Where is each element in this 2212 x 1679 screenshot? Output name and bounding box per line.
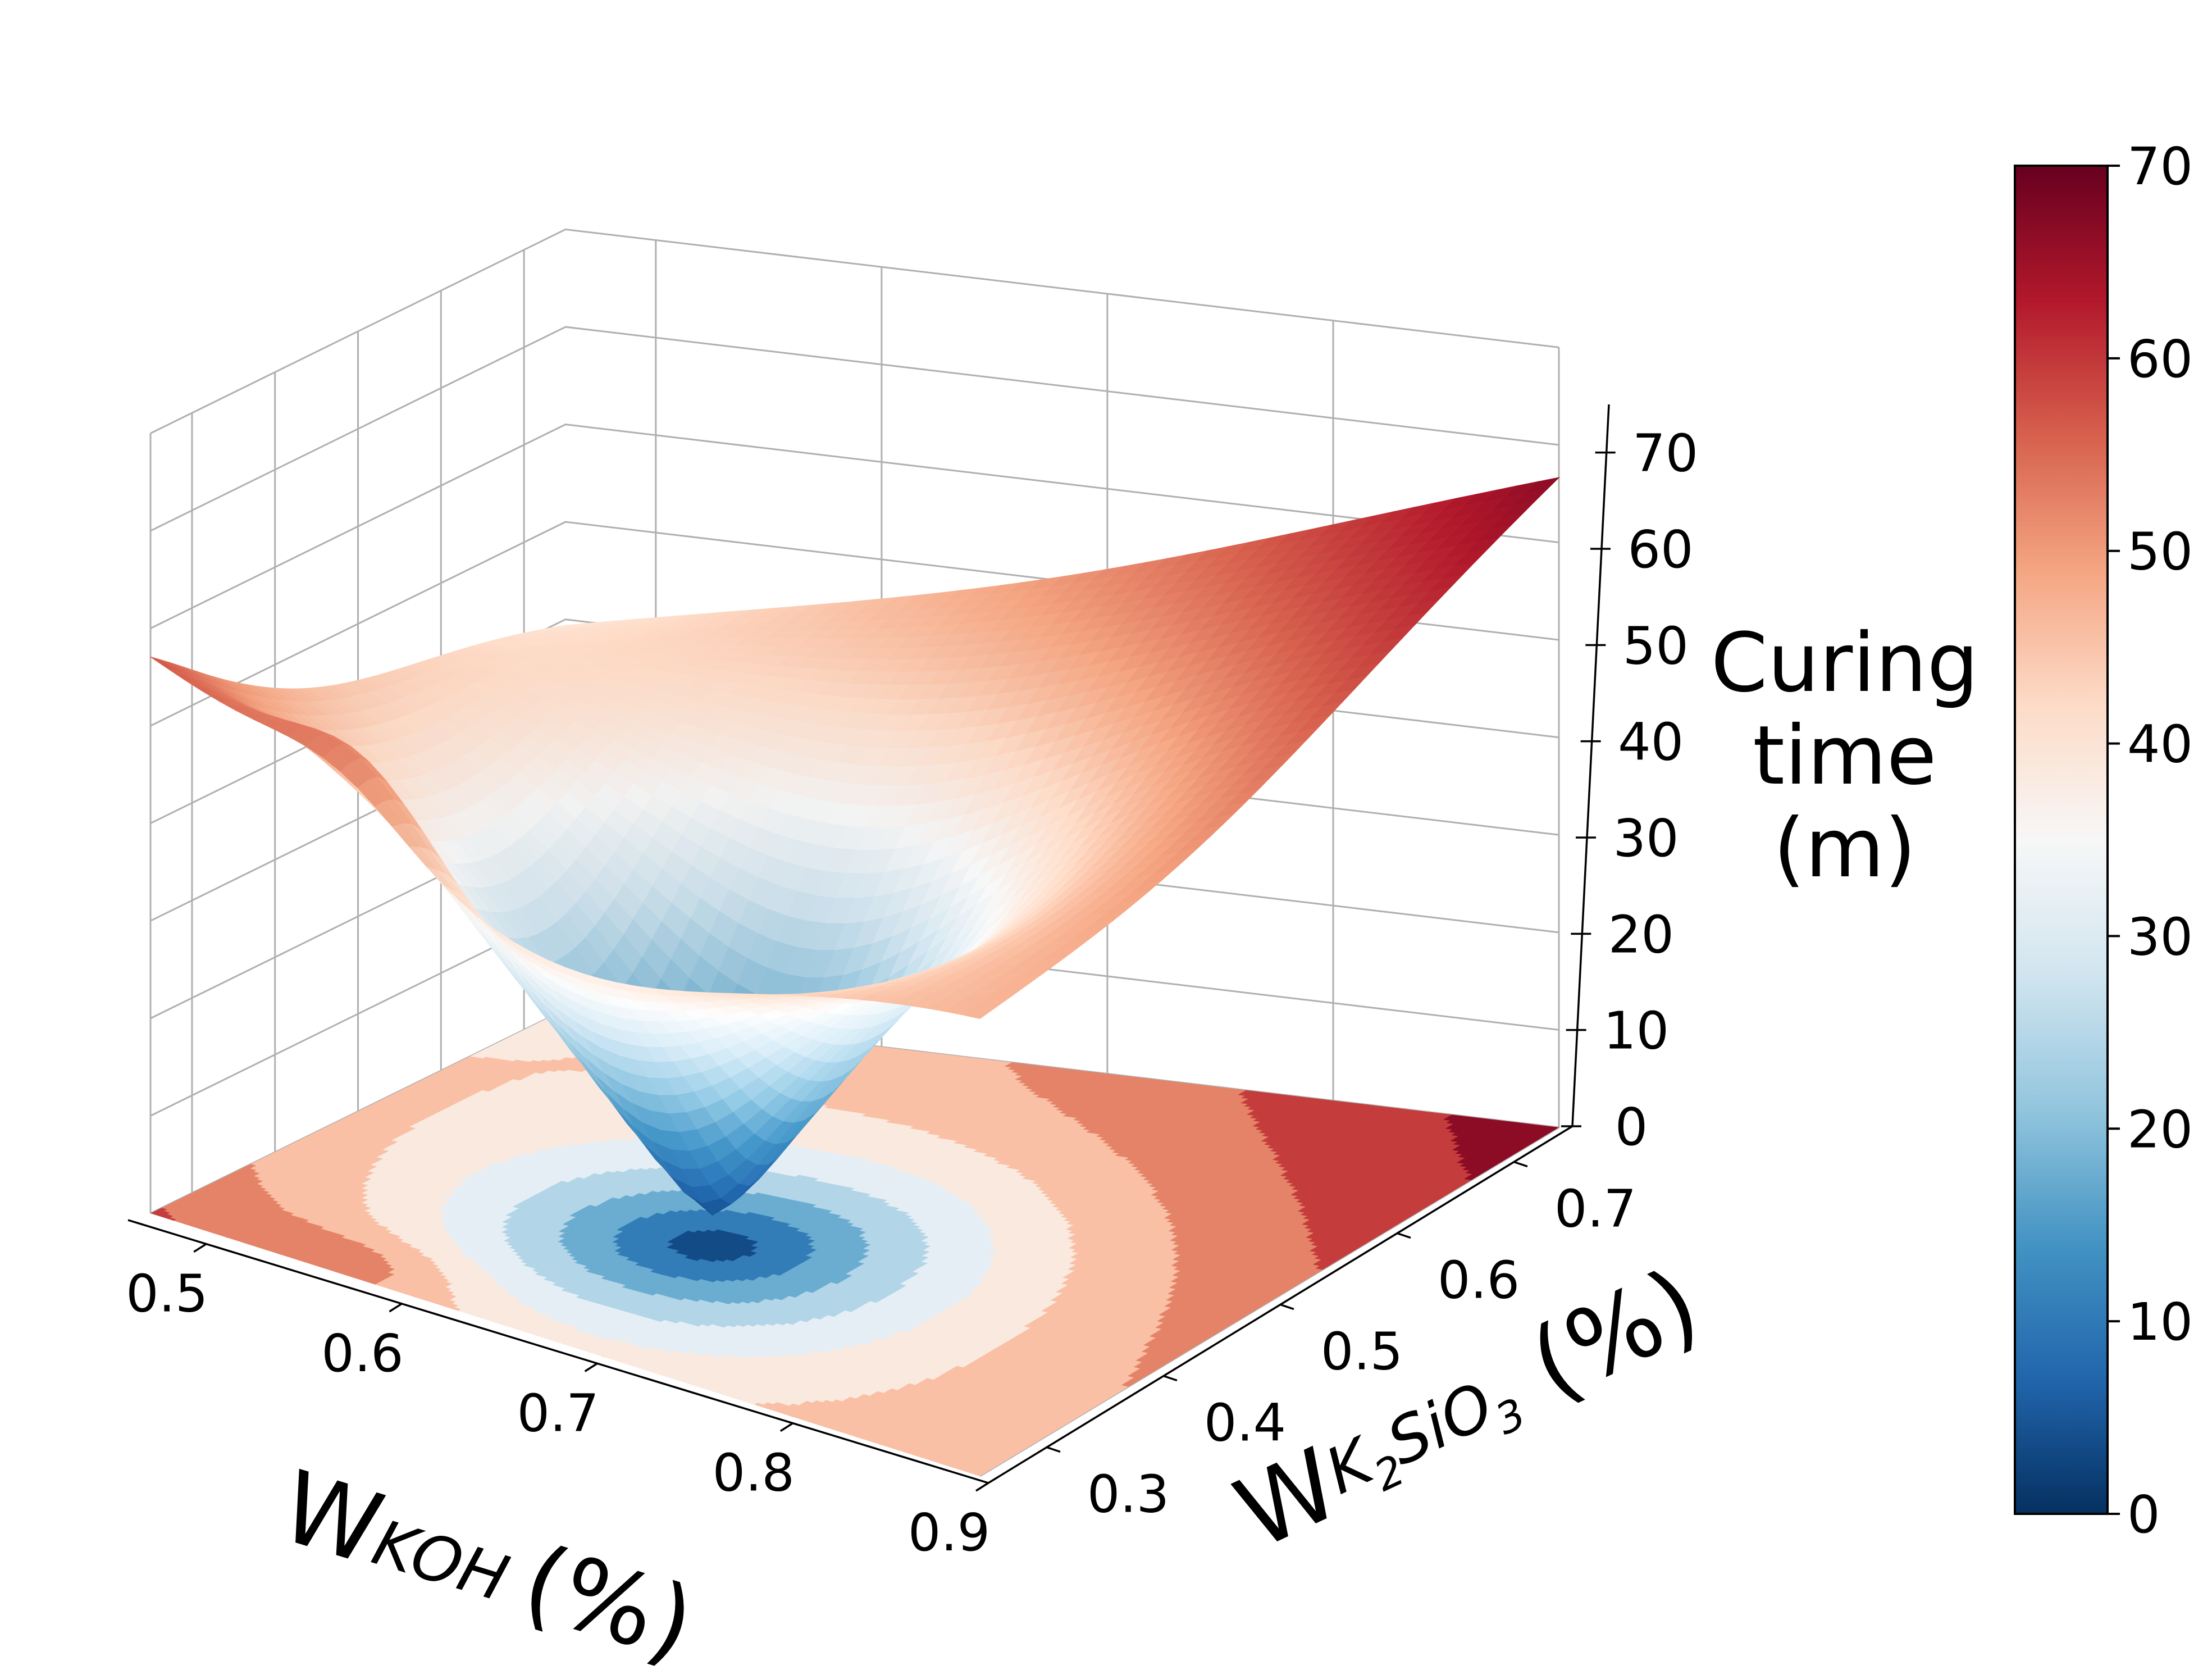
grid-line-z xyxy=(150,424,1559,629)
pane-edge xyxy=(150,228,1559,434)
floor-contour xyxy=(150,1009,1559,1476)
grid-line-z xyxy=(150,326,1559,532)
